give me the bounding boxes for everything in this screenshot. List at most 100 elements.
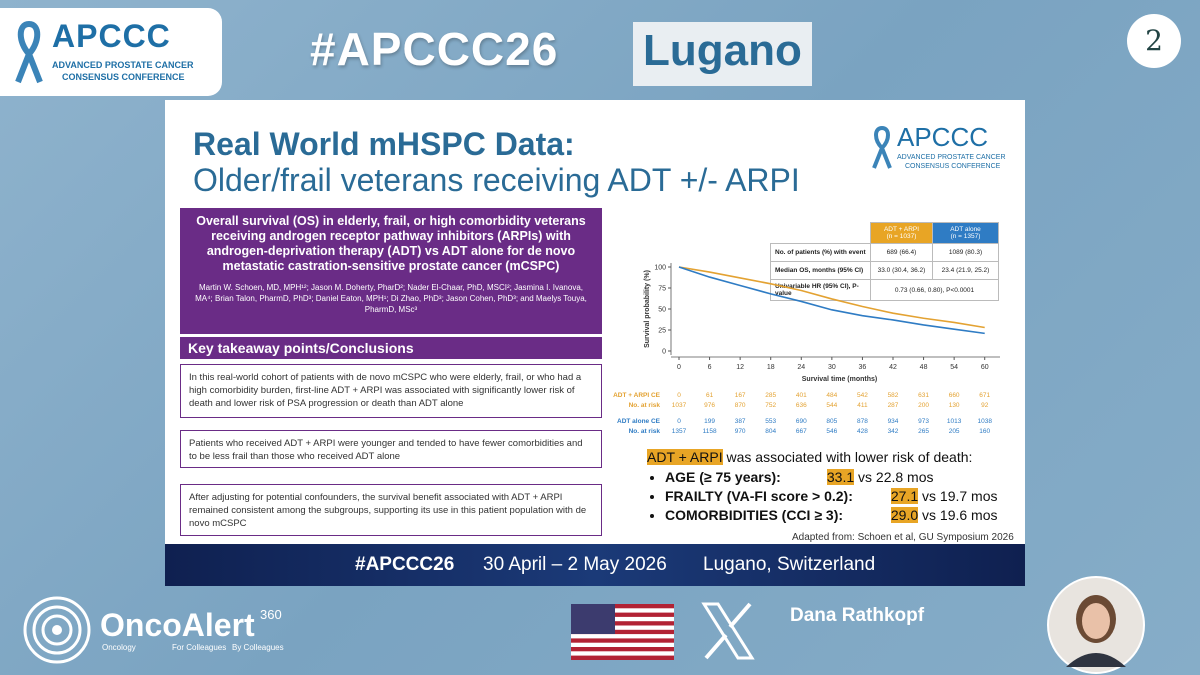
x-tick-label: 54 <box>950 364 958 371</box>
brand-icon <box>23 596 91 664</box>
risk-value: 976 <box>704 402 715 409</box>
tagline: Oncology <box>102 643 136 652</box>
table-row: No. of patients (%) with event 689 (66.4)… <box>770 243 999 262</box>
risk-value: 1038 <box>977 418 992 425</box>
risk-value: 0 <box>677 418 681 425</box>
risk-value: 660 <box>949 392 960 399</box>
risk-value: 752 <box>765 402 776 409</box>
risk-value: 934 <box>888 418 899 425</box>
risk-value: 287 <box>888 402 899 409</box>
risk-value: 130 <box>949 402 960 409</box>
risk-value: 61 <box>706 392 714 399</box>
city: Lugano <box>633 22 812 86</box>
y-axis-label: Survival probability (%) <box>644 270 651 348</box>
abstract-authors: Martin W. Schoen, MD, MPH¹²; Jason M. Do… <box>195 283 587 314</box>
risk-value: 0 <box>677 392 681 399</box>
risk-value: 200 <box>918 402 929 409</box>
risk-value: 973 <box>918 418 929 425</box>
risk-value: 428 <box>857 428 868 435</box>
risk-value: 631 <box>918 392 929 399</box>
takeaway-point: After adjusting for potential confounder… <box>180 484 602 536</box>
risk-value: 1037 <box>672 402 687 409</box>
x-tick-label: 42 <box>889 364 897 371</box>
x-logo[interactable] <box>700 602 756 660</box>
hashtag: #APCCC26 <box>310 23 559 75</box>
risk-value: 92 <box>981 402 989 409</box>
risk-value: 690 <box>796 418 807 425</box>
slide: Real World mHSPC Data: Older/frail veter… <box>165 100 1025 586</box>
highlight: ADT + ARPI <box>647 449 723 465</box>
result-summary: ADT + ARPI was associated with lower ris… <box>647 449 998 526</box>
result-item: COMORBIDITIES (CCI ≥ 3): 29.0 vs 19.6 mo… <box>665 507 998 523</box>
x-tick-label: 12 <box>736 364 744 371</box>
x-tick-label: 6 <box>708 364 712 371</box>
bullet-value: 27.1 <box>890 488 919 504</box>
logo-name: APCCC <box>52 18 171 54</box>
risk-value: 636 <box>796 402 807 409</box>
y-tick-label: 75 <box>658 286 666 293</box>
header-n: (n = 1357) <box>950 233 981 240</box>
x-tick-label: 24 <box>797 364 805 371</box>
risk-value: 265 <box>918 428 929 435</box>
risk-value: 553 <box>765 418 776 425</box>
ribbon-icon <box>872 126 892 169</box>
logo-line: CONSENSUS CONFERENCE <box>62 72 185 82</box>
x-tick-label: 36 <box>859 364 867 371</box>
tagline: By Colleagues <box>232 643 284 652</box>
risk-value: 671 <box>979 392 990 399</box>
risk-value: 401 <box>796 392 807 399</box>
risk-label: ADT + ARPI CE <box>613 392 661 399</box>
risk-value: 542 <box>857 392 868 399</box>
abstract-box: Overall survival (OS) in elderly, frail,… <box>180 208 602 334</box>
y-tick-label: 25 <box>658 328 666 335</box>
brand-name: OncoAlert <box>100 607 255 643</box>
header-n: (n = 1037) <box>886 233 917 240</box>
y-tick-label: 0 <box>662 349 666 356</box>
risk-value: 342 <box>888 428 899 435</box>
bullet-comparison: vs 22.8 mos <box>858 469 934 485</box>
table-header: ADT alone (n = 1357) <box>932 222 999 244</box>
logo-line: ADVANCED PROSTATE CANCER <box>897 154 1006 161</box>
takeaway-heading: Key takeaway points/Conclusions <box>180 337 602 359</box>
slide-logo: APCCC ADVANCED PROSTATE CANCER CONSENSUS… <box>871 122 1021 182</box>
bullet-value: 29.0 <box>890 507 919 523</box>
x-tick-label: 48 <box>920 364 928 371</box>
risk-value: 411 <box>857 402 868 409</box>
slide-subtitle: Older/frail veterans receiving ADT +/- A… <box>193 162 800 198</box>
risk-value: 582 <box>888 392 899 399</box>
header-text: ADT + ARPI <box>883 226 920 233</box>
x-tick-label: 0 <box>677 364 681 371</box>
table-row: Median OS, months (95% CI) 33.0 (30.4, 36… <box>770 261 999 280</box>
header-text: ADT alone <box>950 226 981 233</box>
brand-sup: 360 <box>260 607 282 622</box>
takeaway-point: In this real-world cohort of patients wi… <box>180 364 602 418</box>
takeaway-point: Patients who received ADT + ARPI were yo… <box>180 430 602 468</box>
risk-label: No. at risk <box>629 428 661 435</box>
ribbon-icon <box>15 21 43 84</box>
footer-hashtag: #APCCC26 <box>355 554 455 575</box>
risk-value: 167 <box>735 392 746 399</box>
footer-dates: 30 April – 2 May 2026 <box>483 554 667 575</box>
risk-value: 870 <box>735 402 746 409</box>
risk-value: 484 <box>826 392 837 399</box>
risk-label: ADT alone CE <box>617 418 661 425</box>
logo-name: APCCC <box>897 122 989 152</box>
table-row: Univariable HR (95% CI), P-value 0.73 (0.… <box>770 279 999 301</box>
us-flag <box>571 604 674 660</box>
result-item: FRAILTY (VA-FI score > 0.2): 27.1 vs 19.… <box>665 488 998 504</box>
bullet-comparison: vs 19.6 mos <box>922 507 998 523</box>
risk-value: 970 <box>735 428 746 435</box>
risk-value: 878 <box>857 418 868 425</box>
x-tick-label: 30 <box>828 364 836 371</box>
speaker-name: Dana Rathkopf <box>790 605 925 626</box>
risk-value: 805 <box>826 418 837 425</box>
survival-curve <box>678 266 985 335</box>
risk-value: 1357 <box>672 428 687 435</box>
tagline: For Colleagues <box>172 643 227 652</box>
source: Adapted from: Schoen et al, GU Symposium… <box>792 532 1014 543</box>
x-tick-label: 18 <box>767 364 775 371</box>
slide-number: 2 <box>1127 14 1181 68</box>
risk-value: 285 <box>765 392 776 399</box>
